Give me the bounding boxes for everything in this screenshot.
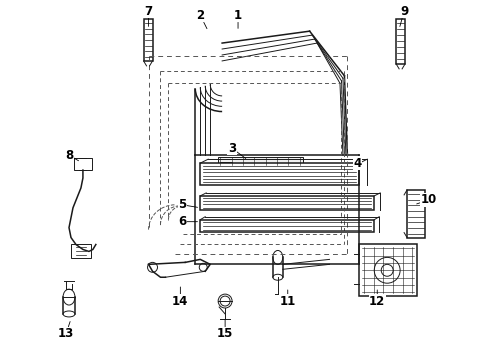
Text: 11: 11 bbox=[280, 290, 296, 307]
Ellipse shape bbox=[63, 289, 75, 305]
Text: 7: 7 bbox=[145, 5, 152, 26]
Text: 1: 1 bbox=[234, 9, 242, 28]
Circle shape bbox=[381, 264, 393, 276]
Ellipse shape bbox=[199, 264, 207, 271]
FancyBboxPatch shape bbox=[200, 196, 374, 210]
Ellipse shape bbox=[218, 294, 232, 308]
FancyBboxPatch shape bbox=[74, 158, 92, 170]
Circle shape bbox=[374, 257, 400, 283]
FancyBboxPatch shape bbox=[396, 19, 405, 64]
FancyBboxPatch shape bbox=[71, 244, 91, 258]
FancyBboxPatch shape bbox=[200, 220, 374, 231]
Text: 9: 9 bbox=[400, 5, 408, 27]
Text: 13: 13 bbox=[58, 321, 74, 340]
Text: 3: 3 bbox=[228, 142, 246, 158]
FancyBboxPatch shape bbox=[407, 190, 425, 238]
FancyBboxPatch shape bbox=[359, 244, 417, 296]
Ellipse shape bbox=[273, 274, 283, 280]
Text: 2: 2 bbox=[196, 9, 207, 29]
Circle shape bbox=[220, 296, 230, 306]
Text: 6: 6 bbox=[178, 215, 197, 228]
FancyBboxPatch shape bbox=[200, 163, 359, 185]
FancyBboxPatch shape bbox=[218, 157, 303, 165]
Text: 5: 5 bbox=[178, 198, 197, 211]
FancyBboxPatch shape bbox=[144, 19, 152, 61]
Text: 10: 10 bbox=[416, 193, 437, 206]
Text: 14: 14 bbox=[172, 287, 189, 307]
Text: 15: 15 bbox=[217, 320, 233, 340]
Ellipse shape bbox=[63, 311, 75, 317]
Text: 4: 4 bbox=[353, 157, 362, 170]
Text: 12: 12 bbox=[369, 290, 385, 307]
Ellipse shape bbox=[147, 262, 157, 272]
FancyBboxPatch shape bbox=[220, 162, 232, 168]
Ellipse shape bbox=[273, 251, 283, 264]
Text: 8: 8 bbox=[65, 149, 78, 162]
